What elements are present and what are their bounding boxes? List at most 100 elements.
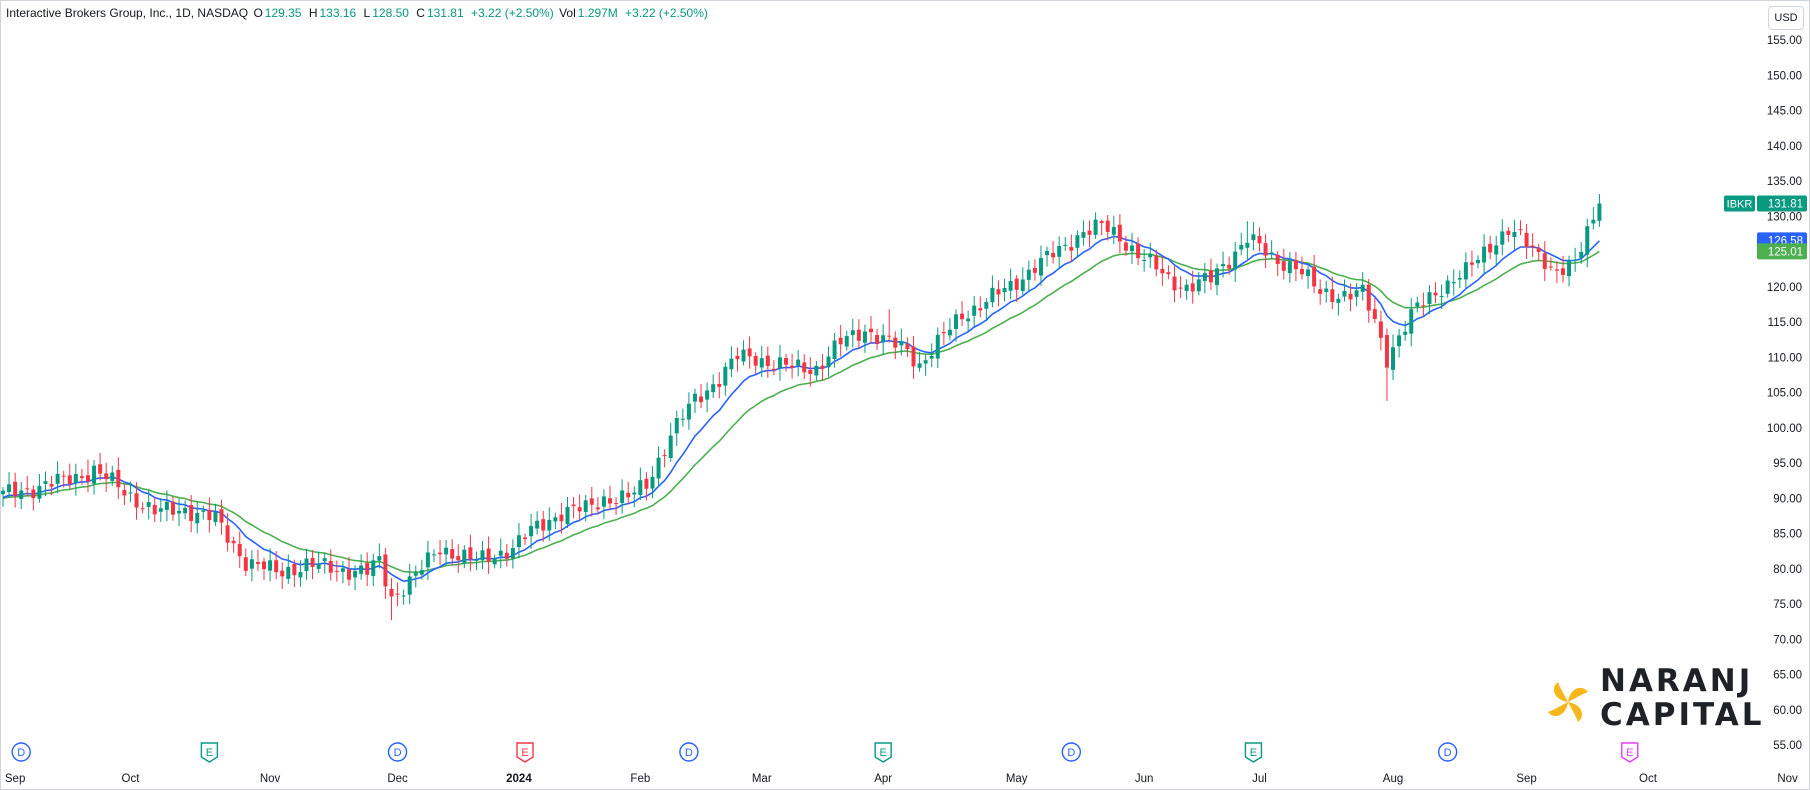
candle-body: [55, 473, 60, 484]
candle-body: [668, 435, 673, 458]
candle-body: [431, 554, 436, 556]
candle-body: [1178, 287, 1183, 289]
candle: [626, 481, 631, 505]
candle-body: [875, 334, 880, 345]
candle-body: [1597, 203, 1602, 221]
candle-body: [1275, 254, 1280, 264]
candle: [383, 548, 388, 599]
candle: [152, 497, 157, 523]
candle: [116, 457, 121, 500]
dividend-icon: [1437, 742, 1458, 762]
candle: [25, 475, 30, 497]
candle: [1105, 214, 1110, 241]
candle-body: [1512, 232, 1517, 238]
candle: [717, 372, 722, 399]
last-price-label-bg: [1757, 195, 1807, 212]
open-label: O: [253, 6, 263, 20]
candle-body: [1172, 276, 1177, 291]
candle: [765, 346, 770, 378]
candle: [1196, 271, 1201, 296]
candle-body: [1324, 288, 1329, 292]
event-marker-label: E: [206, 747, 213, 759]
candle-body: [638, 480, 643, 496]
earnings-marker[interactable]: E: [200, 742, 219, 763]
candle: [941, 321, 946, 346]
candle-body: [699, 396, 704, 403]
candle-body: [249, 559, 254, 569]
candle: [516, 522, 521, 559]
candle: [340, 561, 345, 584]
candle-body: [225, 525, 230, 543]
open-value: 129.35: [264, 6, 302, 20]
candle-body: [1548, 266, 1553, 268]
candle-body: [146, 502, 151, 507]
candle: [577, 494, 582, 521]
earnings-marker[interactable]: E: [874, 742, 892, 763]
candle: [1299, 256, 1304, 280]
candle: [1512, 219, 1517, 250]
candle: [104, 462, 109, 492]
y-tick-label: 70.00: [1773, 634, 1802, 646]
candle-body: [1142, 260, 1147, 262]
candle: [1324, 280, 1329, 303]
chart-header: Interactive Brokers Group, Inc., 1D, NAS…: [6, 6, 710, 20]
dividend-marker[interactable]: D: [11, 742, 31, 762]
candle-body: [504, 552, 509, 559]
candle-body: [280, 570, 285, 577]
candle-body: [1445, 280, 1450, 294]
candle: [1190, 270, 1195, 304]
candle: [632, 486, 637, 508]
candle-body: [1573, 259, 1578, 261]
candle-body: [990, 287, 995, 303]
earnings-marker[interactable]: E: [1621, 742, 1639, 763]
currency-button[interactable]: USD: [1768, 6, 1804, 30]
candle: [1263, 234, 1268, 269]
dividend-marker[interactable]: D: [387, 742, 408, 762]
candle-body: [468, 547, 473, 560]
candle-body: [419, 570, 424, 575]
candle-body: [1117, 224, 1122, 242]
candle: [140, 502, 145, 514]
candle: [49, 475, 54, 496]
candle: [438, 540, 443, 566]
candle: [1554, 261, 1559, 284]
candle: [183, 500, 188, 520]
candle-body: [255, 562, 260, 564]
candle-body: [1536, 247, 1541, 252]
candle-body: [984, 302, 989, 309]
candle: [608, 485, 612, 511]
symbol-tag-bg: [1724, 195, 1755, 212]
candle-body: [37, 485, 42, 499]
earnings-marker[interactable]: E: [1244, 742, 1263, 763]
dividend-icon: [679, 742, 699, 762]
candle: [595, 497, 600, 515]
candle: [213, 503, 218, 526]
dividend-marker[interactable]: D: [1437, 742, 1458, 762]
candle-body: [1293, 260, 1298, 270]
dividend-marker[interactable]: D: [1061, 742, 1082, 762]
candle: [1142, 249, 1147, 272]
candle-body: [334, 570, 339, 572]
candle: [7, 472, 12, 499]
high-label: H: [308, 6, 318, 20]
ema-slow-value-label: 125.01: [1768, 246, 1803, 258]
dividend-marker[interactable]: D: [679, 742, 699, 762]
candle-body: [450, 549, 455, 559]
candle: [431, 549, 436, 562]
candle-body: [134, 493, 139, 508]
candle: [1451, 269, 1456, 296]
candle: [407, 563, 412, 605]
earnings-marker[interactable]: E: [516, 742, 534, 763]
x-tick-label: Mar: [752, 773, 772, 785]
ema-slow-value-label-bg: [1757, 243, 1807, 260]
candle-body: [844, 336, 849, 347]
candle: [1099, 219, 1104, 236]
candle: [1032, 259, 1037, 281]
candle-body: [1451, 282, 1456, 284]
candle: [784, 353, 789, 372]
candle: [947, 318, 952, 341]
candle-body: [1057, 246, 1062, 257]
candle-body: [340, 568, 345, 572]
candle: [1184, 279, 1189, 300]
